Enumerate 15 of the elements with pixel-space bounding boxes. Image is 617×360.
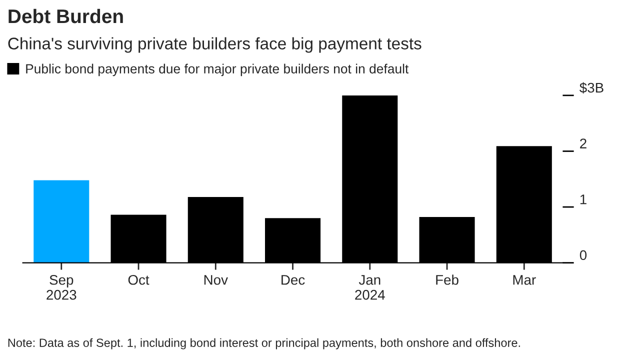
x-tick-label: Oct [128, 274, 150, 285]
y-tick-label: 1 [580, 194, 586, 204]
chart-subtitle: China's surviving private builders face big payment tests [8, 37, 422, 53]
text: Note: Data as of Sept. 1, including bond interest or principal payments, both onshore and offshore. [8, 338, 520, 350]
y-tick-label: 2 [580, 138, 586, 148]
chart-title: Debt Burden [8, 8, 123, 24]
x-tick-label: Feb [436, 274, 458, 285]
legend-label: Public bond payments due for major private builders not in default [26, 64, 409, 76]
y-tick-label: 0 [580, 250, 587, 260]
x-tick-label: Mar [513, 275, 536, 285]
x-tick-label: Jan 2024 [355, 275, 385, 300]
x-tick-label: Nov [204, 275, 228, 285]
x-tick-label: Dec [282, 275, 305, 285]
y-tick-label: $3B [580, 82, 604, 94]
x-tick-label: Sep 2023 [46, 274, 76, 300]
